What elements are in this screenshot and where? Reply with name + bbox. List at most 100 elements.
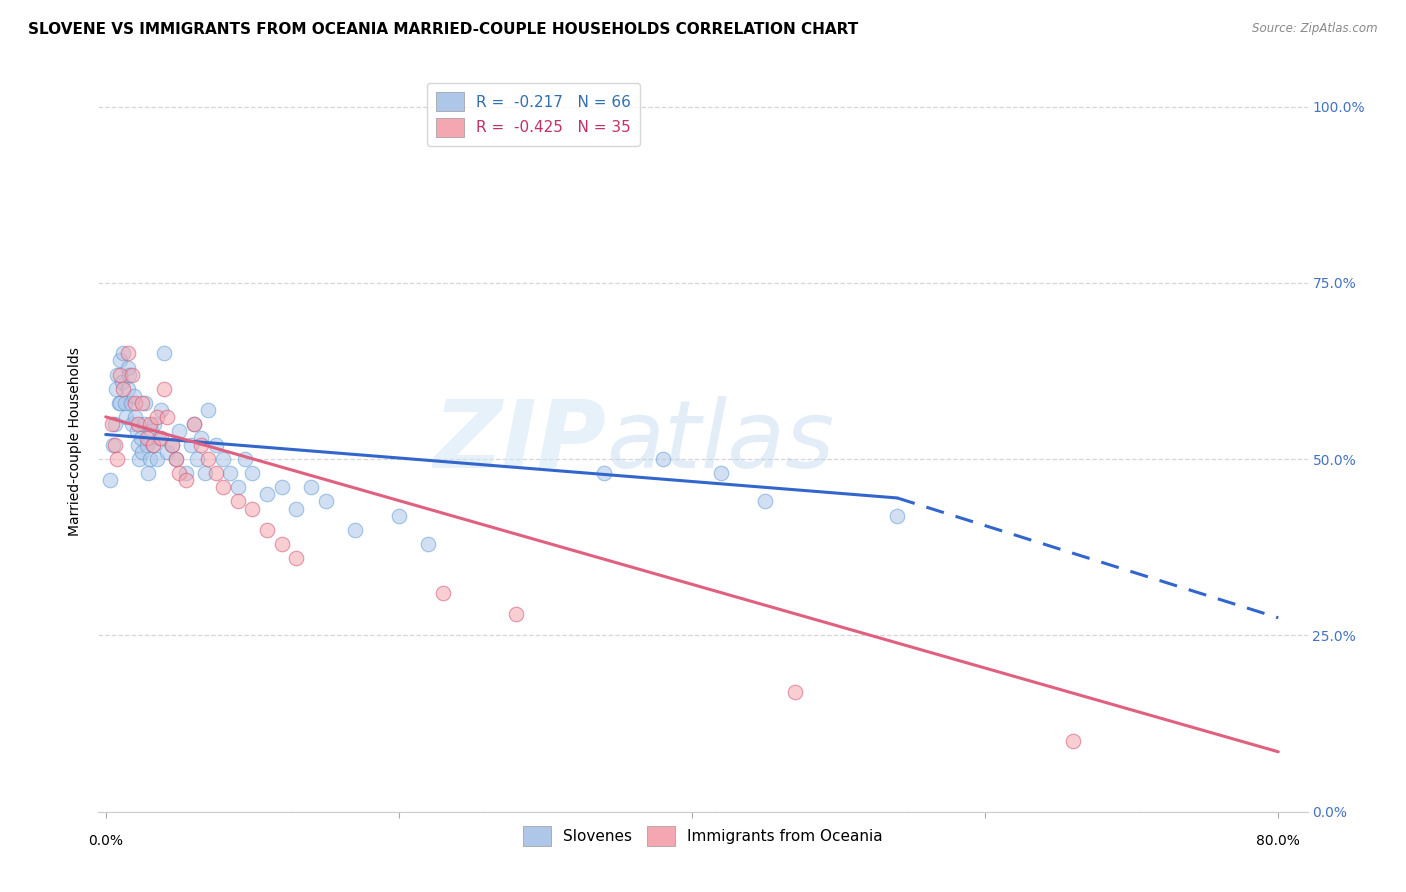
Point — [125, 424, 148, 438]
Point — [103, 417, 125, 431]
Point — [256, 523, 278, 537]
Point — [118, 368, 141, 382]
Point — [103, 438, 125, 452]
Point — [138, 417, 160, 431]
Point — [197, 402, 219, 417]
Point — [143, 417, 166, 431]
Point — [651, 452, 673, 467]
Text: ZIP: ZIP — [433, 395, 606, 488]
Point — [754, 494, 776, 508]
Point — [505, 607, 527, 622]
Point — [388, 508, 411, 523]
Point — [105, 382, 128, 396]
Point — [176, 473, 198, 487]
Point — [156, 445, 179, 459]
Point — [156, 409, 179, 424]
Point — [167, 467, 190, 481]
Text: SLOVENE VS IMMIGRANTS FROM OCEANIA MARRIED-COUPLE HOUSEHOLDS CORRELATION CHART: SLOVENE VS IMMIGRANTS FROM OCEANIA MARRI… — [28, 22, 859, 37]
Point — [150, 402, 173, 417]
Point — [180, 438, 202, 452]
Point — [121, 417, 143, 431]
Point — [129, 431, 152, 445]
Point — [212, 452, 235, 467]
Point — [128, 452, 150, 467]
Point — [117, 360, 139, 375]
Point — [194, 467, 217, 481]
Point — [112, 346, 135, 360]
Y-axis label: Married-couple Households: Married-couple Households — [69, 347, 83, 536]
Point — [117, 382, 139, 396]
Point — [418, 537, 440, 551]
Point — [233, 452, 256, 467]
Point — [110, 396, 132, 410]
Point — [315, 494, 337, 508]
Point — [186, 452, 208, 467]
Point — [432, 586, 454, 600]
Point — [98, 473, 121, 487]
Point — [343, 523, 366, 537]
Point — [204, 467, 226, 481]
Point — [886, 508, 908, 523]
Point — [146, 409, 169, 424]
Point — [240, 501, 263, 516]
Point — [122, 389, 145, 403]
Point — [226, 480, 249, 494]
Point — [110, 368, 132, 382]
Point — [115, 409, 138, 424]
Point — [226, 494, 249, 508]
Point — [136, 467, 159, 481]
Point — [710, 467, 733, 481]
Point — [127, 438, 149, 452]
Point — [190, 431, 212, 445]
Point — [111, 375, 134, 389]
Point — [100, 417, 122, 431]
Point — [183, 417, 205, 431]
Point — [131, 445, 153, 459]
Text: 0.0%: 0.0% — [89, 834, 124, 848]
Point — [114, 396, 136, 410]
Point — [204, 438, 226, 452]
Point — [135, 438, 157, 452]
Point — [160, 438, 183, 452]
Point — [190, 438, 212, 452]
Legend: Slovenes, Immigrants from Oceania: Slovenes, Immigrants from Oceania — [517, 821, 889, 852]
Point — [160, 438, 183, 452]
Point — [240, 467, 263, 481]
Point — [148, 431, 170, 445]
Point — [138, 452, 160, 467]
Point — [285, 550, 308, 565]
Point — [153, 346, 176, 360]
Point — [134, 396, 156, 410]
Point — [256, 487, 278, 501]
Point — [299, 480, 322, 494]
Point — [121, 368, 143, 382]
Point — [212, 480, 235, 494]
Text: 80.0%: 80.0% — [1257, 834, 1301, 848]
Point — [146, 452, 169, 467]
Point — [101, 438, 124, 452]
Point — [112, 382, 135, 396]
Point — [167, 424, 190, 438]
Point — [183, 417, 205, 431]
Point — [142, 438, 165, 452]
Point — [165, 452, 187, 467]
Point — [270, 480, 292, 494]
Text: atlas: atlas — [606, 396, 835, 487]
Point — [165, 452, 187, 467]
Point — [153, 382, 176, 396]
Point — [120, 396, 142, 410]
Point — [270, 537, 292, 551]
Point — [1062, 734, 1084, 748]
Point — [124, 409, 146, 424]
Point — [117, 346, 139, 360]
Point — [197, 452, 219, 467]
Point — [110, 353, 132, 368]
Point — [783, 685, 806, 699]
Point — [108, 396, 131, 410]
Point — [593, 467, 616, 481]
Text: Source: ZipAtlas.com: Source: ZipAtlas.com — [1253, 22, 1378, 36]
Point — [135, 431, 157, 445]
Point — [124, 396, 146, 410]
Point — [219, 467, 242, 481]
Point — [142, 438, 165, 452]
